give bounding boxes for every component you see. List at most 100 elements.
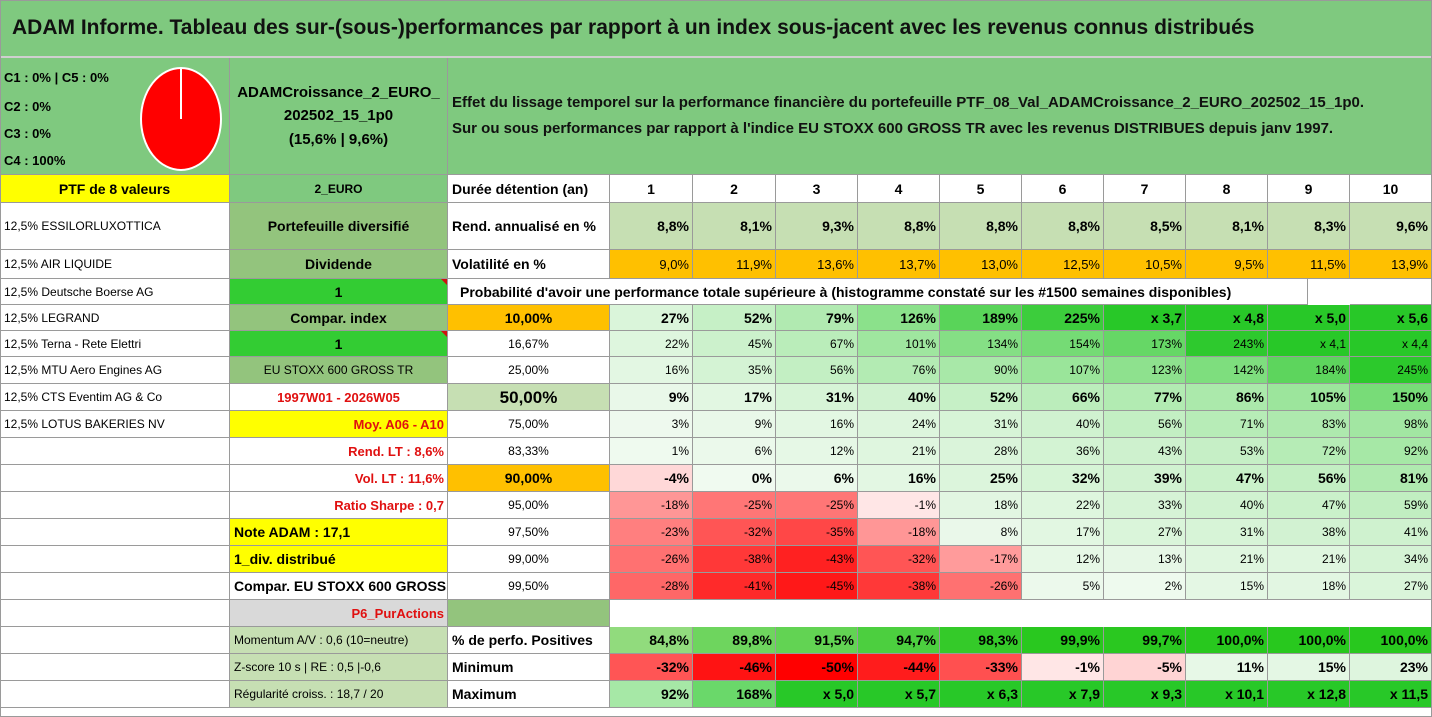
return-cell: 8,8% [858,203,940,250]
positive-cell: 98,3% [940,627,1022,654]
quantile-cell: -32% [858,546,940,573]
quantile-cell: 33% [1104,492,1186,519]
quantile-cell: -4% [610,465,693,492]
probability-header: Probabilité d'avoir une performance tota… [452,279,1308,305]
quantile-cell: 2% [1104,573,1186,600]
quantile-cell: 56% [1268,465,1350,492]
duration-label: Durée détention (an) [448,175,610,203]
maximum-cell: x 5,0 [776,681,858,708]
quantile-cell: 59% [1350,492,1432,519]
positive-cell: 91,5% [776,627,858,654]
maximum-cell: x 7,9 [1022,681,1104,708]
volatility-cell: 11,5% [1268,250,1350,279]
quantile-cell: 76% [858,357,940,384]
quantile-cell: 32% [1022,465,1104,492]
quantile-cell: 22% [1022,492,1104,519]
index-name: EU STOXX 600 GROSS TR [230,357,448,384]
quantile-cell: 16% [610,357,693,384]
dividend-value: 1 [230,279,448,305]
quantile-cell: 34% [1350,546,1432,573]
maximum-cell: 92% [610,681,693,708]
empty-cell [448,600,610,627]
adam-score: Note ADAM : 17,1 [230,519,448,546]
p6-label: P6_PurActions [230,600,448,627]
maximum-cell: x 6,3 [940,681,1022,708]
quantile-label: 16,67% [448,331,610,357]
holding-row: 12,5% CTS Eventim AG & Co [0,384,230,411]
empty-cell [0,681,230,708]
currency-label: 2_EURO [230,175,448,203]
period-range: 1997W01 - 2026W05 [230,384,448,411]
positive-cell: 84,8% [610,627,693,654]
quantile-cell: -18% [858,519,940,546]
quantile-cell: 56% [776,357,858,384]
year-header: 7 [1104,175,1186,203]
return-cell: 8,8% [610,203,693,250]
quantile-cell: 90% [940,357,1022,384]
quantile-cell: 92% [1350,438,1432,465]
quantile-cell: 245% [1350,357,1432,384]
empty-cell [0,438,230,465]
return-cell: 9,3% [776,203,858,250]
minimum-cell: 11% [1186,654,1268,681]
description-line2: Sur ou sous performances par rapport à l… [452,120,1334,138]
quantile-cell: 8% [940,519,1022,546]
average-label: Moy. A06 - A10 [230,411,448,438]
minimum-cell: -1% [1022,654,1104,681]
empty-cell [0,492,230,519]
quantile-cell: -38% [858,573,940,600]
year-header: 3 [776,175,858,203]
volatility-cell: 13,9% [1350,250,1432,279]
quantile-cell: -38% [693,546,776,573]
zscore-label: Z-score 10 s | RE : 0,5 |-0,6 [230,654,448,681]
year-header: 4 [858,175,940,203]
empty-cell [0,519,230,546]
quantile-cell: 31% [776,384,858,411]
return-cell: 8,1% [1186,203,1268,250]
momentum-label: Momentum A/V : 0,6 (10=neutre) [230,627,448,654]
quantile-cell: 41% [1350,519,1432,546]
quantile-cell: -18% [610,492,693,519]
quantile-cell: 21% [1268,546,1350,573]
year-header: 5 [940,175,1022,203]
empty-cell [0,573,230,600]
quantile-cell: 134% [940,331,1022,357]
quantile-cell: 12% [1022,546,1104,573]
holding-row: 12,5% Deutsche Boerse AG [0,279,230,305]
portfolio-name-line1: ADAMCroissance_2_EURO_ [237,84,440,102]
minimum-label: Minimum [448,654,610,681]
quantile-cell: 184% [1268,357,1350,384]
maximum-cell: x 10,1 [1186,681,1268,708]
return-cell: 8,3% [1268,203,1350,250]
quantile-cell: -45% [776,573,858,600]
quantile-cell: 28% [940,438,1022,465]
quantile-cell: 225% [1022,305,1104,331]
quantile-cell: 15% [1186,573,1268,600]
quantile-cell: 38% [1268,519,1350,546]
quantile-label: 90,00% [448,465,610,492]
volatility-cell: 11,9% [693,250,776,279]
quantile-label: 25,00% [448,357,610,384]
quantile-cell: 17% [1022,519,1104,546]
quantile-cell: x 5,0 [1268,305,1350,331]
holding-row: 12,5% LEGRAND [0,305,230,331]
quantile-cell: 189% [940,305,1022,331]
volatility-cell: 12,5% [1022,250,1104,279]
quantile-cell: 0% [693,465,776,492]
volatility-cell: 13,0% [940,250,1022,279]
quantile-cell: 21% [858,438,940,465]
empty-cell [0,546,230,573]
quantile-cell: 154% [1022,331,1104,357]
quantile-cell: 243% [1186,331,1268,357]
return-cell: 8,1% [693,203,776,250]
quantile-cell: 21% [1186,546,1268,573]
minimum-cell: -33% [940,654,1022,681]
quantile-cell: 101% [858,331,940,357]
positive-cell: 100,0% [1268,627,1350,654]
positive-cell: 94,7% [858,627,940,654]
empty-cell [0,627,230,654]
minimum-cell: -32% [610,654,693,681]
quantile-cell: 40% [1022,411,1104,438]
quantile-cell: -25% [776,492,858,519]
holding-row: 12,5% ESSILORLUXOTTICA [0,203,230,250]
